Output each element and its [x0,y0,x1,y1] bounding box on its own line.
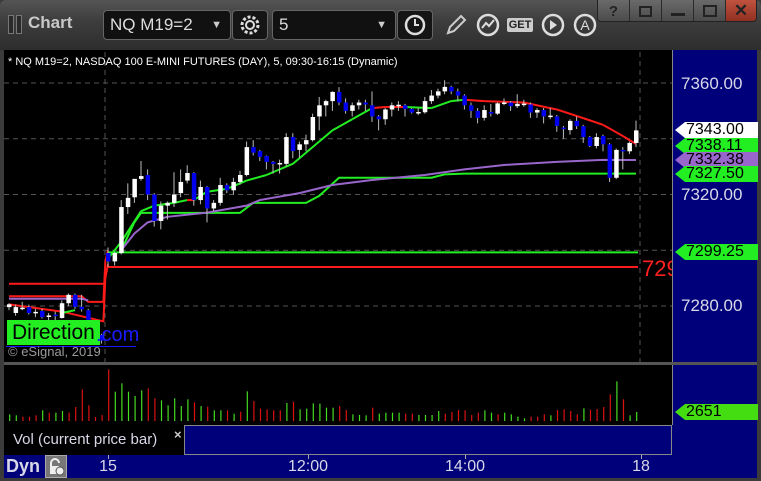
watermark-suffix: .com [96,324,140,346]
volume-tag: 2651 [675,404,758,420]
alert-icon: A [573,13,597,37]
time-axis[interactable]: Dyn 15 12:00 14:00 18 [4,455,757,478]
clock-icon [404,14,426,36]
time-button[interactable] [397,10,433,40]
time-tick [641,455,642,459]
close-study-icon[interactable]: × [174,427,182,442]
lock-icon[interactable] [45,455,67,478]
watermark-underline [6,346,136,347]
restore-button[interactable] [630,0,662,21]
copyright: © eSignal, 2019 [8,344,101,359]
red-level-label: 729 [642,256,672,281]
chart-wizard-icon [476,13,500,37]
play-icon [541,13,565,37]
symbol-dropdown[interactable]: NQ M19=2 ▼ [103,10,231,40]
dynamic-mode-label[interactable]: Dyn [6,456,41,476]
play-button[interactable] [538,10,568,40]
time-label: 18 [632,458,650,475]
chevron-down-icon: ▼ [376,19,387,31]
study-bar [184,425,672,455]
pane-splitter[interactable] [4,362,757,365]
window-title: Chart [28,13,73,32]
draw-button[interactable] [441,10,471,40]
price-axis[interactable]: 7360.00 7320.00 7280.00 7343.00 7338.11 … [672,50,758,362]
time-tick [308,455,309,459]
low-line-price-tag: 7327.50 [675,166,758,182]
maximize-button[interactable] [694,0,726,21]
settings-button[interactable] [232,10,268,40]
price-tick: 7360.00 [681,74,743,93]
time-tick [465,455,466,459]
restore-icon [639,5,652,17]
volume-legend: Vol (current price bar) × [4,425,184,455]
price-tick: 7280.00 [681,296,743,315]
help-icon: ? [608,2,619,20]
studies-button[interactable] [473,10,503,40]
volume-axis[interactable]: 2651 [672,365,758,425]
close-button[interactable]: ✕ [726,0,756,21]
time-tick [108,455,109,459]
last-price-tag: 7343.00 [675,122,758,138]
watermark-logo: Direction [7,320,100,345]
help-button[interactable]: ? [598,0,630,21]
vwap-price-tag: 7332.38 [675,152,758,168]
volume-legend-label: Vol (current price bar) [13,431,158,448]
time-label: 12:00 [287,458,329,475]
time-label: 15 [99,458,117,475]
level-price-tag: 7299.25 [675,244,758,260]
get-button[interactable]: GET [505,10,535,40]
price-pane[interactable] [4,50,672,362]
time-label: 14:00 [444,458,486,475]
svg-text:A: A [580,17,590,33]
close-icon: ✕ [733,1,749,20]
gear-icon [240,15,260,35]
study-bar-axis [672,425,757,455]
minimize-button[interactable] [662,0,694,21]
maximize-icon [702,5,717,17]
price-tick: 7320.00 [681,185,743,204]
minimize-icon [670,12,685,16]
alert-button[interactable]: A [570,10,600,40]
chevron-down-icon: ▼ [211,19,222,31]
interval-value: 5 [279,15,289,34]
interval-dropdown[interactable]: 5 ▼ [272,10,396,40]
ma-price-tag: 7338.11 [675,138,758,154]
get-icon: GET [506,18,534,32]
grip-icon[interactable] [8,15,22,34]
toolbar: Chart NQ M19=2 ▼ 5 ▼ GET A ? ✕ [0,0,761,50]
volume-pane[interactable] [4,365,672,425]
symbol-value: NQ M19=2 [110,15,193,34]
pencil-icon [446,14,467,35]
window-controls: ? ✕ [597,0,757,22]
chart-header: * NQ M19=2, NASDAQ 100 E-MINI FUTURES (D… [8,56,398,68]
